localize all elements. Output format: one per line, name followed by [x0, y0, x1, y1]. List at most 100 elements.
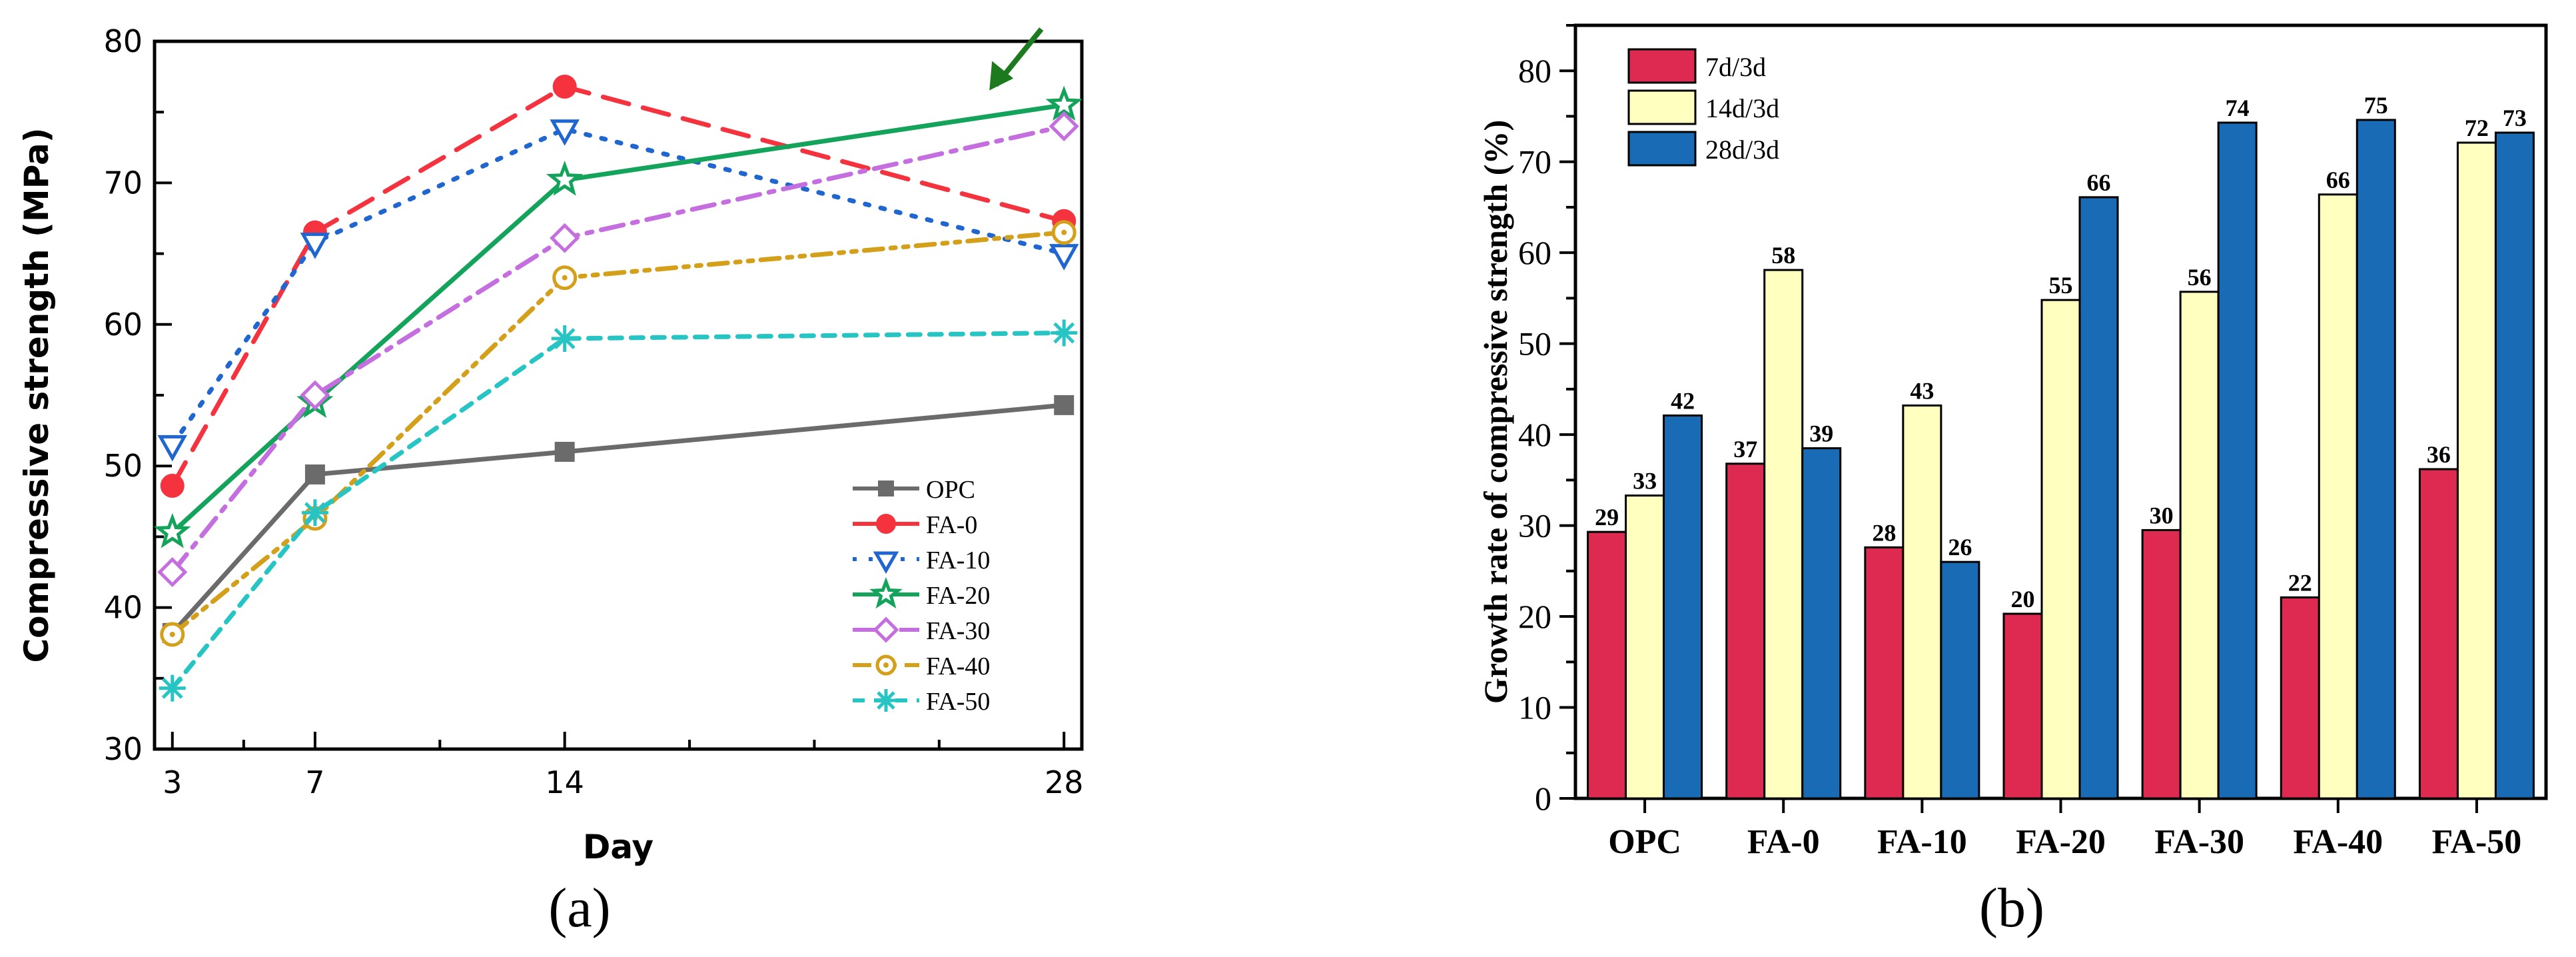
legend-item-fa-20: FA-20: [853, 576, 990, 610]
bar-28d-3d-fa-20: [2078, 196, 2119, 800]
x-tick-label: FA-20: [2016, 823, 2106, 861]
bar-14d-3d-fa-30: [2179, 291, 2220, 800]
bar-value-label: 26: [1948, 534, 1972, 560]
point-marker: [869, 576, 903, 609]
point-marker: [877, 691, 895, 710]
chart-a: 30 40 50 60 70 80 3 7 14 28 Day Compressive strengt…: [17, 23, 1084, 939]
bar-value-label: 74: [2226, 95, 2250, 121]
bar-7d-3d-fa-50: [2418, 468, 2459, 800]
panel-label-b: (b): [1979, 877, 2044, 939]
bar-value-label: 39: [1809, 421, 1833, 447]
point-marker: [554, 328, 576, 349]
point-marker-dot: [169, 631, 175, 637]
legend-swatch: [1627, 89, 1697, 125]
legend-item-7d-3d: 7d/3d: [1627, 48, 1766, 84]
bar-14d-3d-fa-50: [2456, 141, 2497, 800]
legend-item-opc: OPC: [853, 476, 975, 504]
bar-28d-3d-fa-50: [2494, 131, 2535, 800]
bar-value-label: 29: [1595, 504, 1619, 530]
legend-item-28d-3d: 28d/3d: [1627, 131, 1779, 167]
legend-label: FA-30: [926, 617, 990, 645]
bar-7d-3d-fa-40: [2280, 596, 2320, 800]
bar-value-label: 72: [2465, 115, 2489, 141]
legend-label: FA-50: [926, 688, 990, 716]
legend-label: 7d/3d: [1705, 52, 1766, 82]
bar-value-label: 58: [1771, 242, 1795, 269]
point-marker: [304, 502, 326, 524]
series-fa-50: [159, 319, 1078, 702]
series-line: [170, 230, 1067, 637]
bar-value-label: 28: [1872, 519, 1896, 546]
x-tick-label: 28: [1045, 764, 1084, 800]
x-axis-label: Day: [583, 828, 653, 866]
series-line: [170, 123, 1067, 574]
legend-item-fa-40: FA-40: [853, 652, 990, 680]
series-fa-40: [160, 220, 1076, 647]
series-line: [170, 331, 1067, 691]
series-line: [170, 84, 1067, 488]
y-axis-label: Compressive strength (MPa): [17, 127, 56, 662]
point-marker: [876, 514, 896, 534]
bar-value-label: 36: [2427, 441, 2451, 468]
bar-14d-3d-fa-10: [1902, 404, 1942, 800]
bar-14d-3d-fa-40: [2318, 193, 2358, 800]
point-marker: [1049, 111, 1079, 141]
bar-value-label: 30: [2150, 502, 2174, 528]
y-tick-label: 80: [103, 23, 143, 59]
series-fa-30: [157, 111, 1079, 588]
point-marker: [153, 512, 191, 548]
point-marker-dot: [883, 662, 889, 668]
point-marker: [554, 441, 575, 462]
bar-value-label: 56: [2188, 264, 2212, 291]
x-tick-label: 14: [545, 764, 584, 800]
y-tick-label: 50: [103, 448, 143, 484]
y-axis-label: Growth rate of compressive strength (%): [1477, 120, 1514, 704]
legend-item-fa-10: FA-10: [853, 546, 990, 574]
bar-value-label: 66: [2087, 169, 2111, 196]
legend-item-fa-0: FA-0: [853, 511, 977, 539]
bar-28d-3d-fa-0: [1801, 447, 1842, 800]
point-marker-dot: [562, 275, 568, 281]
x-tick-label: FA-0: [1747, 823, 1820, 861]
legend-label: 14d/3d: [1705, 93, 1779, 123]
panel-label-a: (a): [548, 877, 610, 939]
y-tick-label: 70: [1518, 143, 1551, 181]
y-tick-label: 60: [103, 307, 143, 343]
bar-14d-3d-fa-20: [2040, 299, 2081, 800]
legend-label: OPC: [926, 476, 975, 504]
bar-value-label: 22: [2288, 569, 2312, 596]
legend-label: FA-10: [926, 546, 990, 574]
point-marker: [552, 74, 577, 99]
bar-7d-3d-fa-10: [1864, 546, 1905, 800]
series-line: [170, 403, 1067, 636]
x-tick-label: FA-30: [2154, 823, 2244, 861]
legend-label: 28d/3d: [1705, 135, 1779, 165]
point-marker: [873, 616, 899, 643]
x-tick-label: FA-50: [2432, 823, 2522, 861]
point-marker: [160, 473, 185, 498]
y-tick-label: 30: [103, 731, 143, 767]
bar-14d-3d-fa-0: [1763, 269, 1804, 800]
legend-label: FA-0: [926, 511, 977, 539]
bar-value-label: 73: [2503, 105, 2527, 131]
point-marker: [157, 556, 188, 588]
point-marker: [300, 380, 330, 411]
point-marker: [157, 435, 188, 462]
bar-28d-3d-opc: [1663, 414, 1703, 800]
annotation-arrow-head: [989, 61, 1014, 91]
bar-7d-3d-fa-30: [2141, 528, 2182, 800]
x-tick-label: 7: [305, 764, 324, 800]
bar-7d-3d-opc: [1587, 530, 1627, 800]
legend-label: FA-20: [926, 582, 990, 610]
legend-item-fa-50: FA-50: [853, 688, 990, 716]
bar-value-label: 66: [2326, 167, 2350, 193]
legend-item-fa-30: FA-30: [853, 616, 990, 645]
x-tick-label: 3: [163, 764, 182, 800]
y-tick-label: 0: [1535, 780, 1551, 817]
legend-swatch: [1627, 48, 1697, 84]
bar-value-label: 33: [1633, 468, 1657, 494]
point-marker: [550, 223, 580, 253]
bar-value-label: 37: [1733, 436, 1757, 463]
y-tick-label: 30: [1518, 507, 1551, 544]
